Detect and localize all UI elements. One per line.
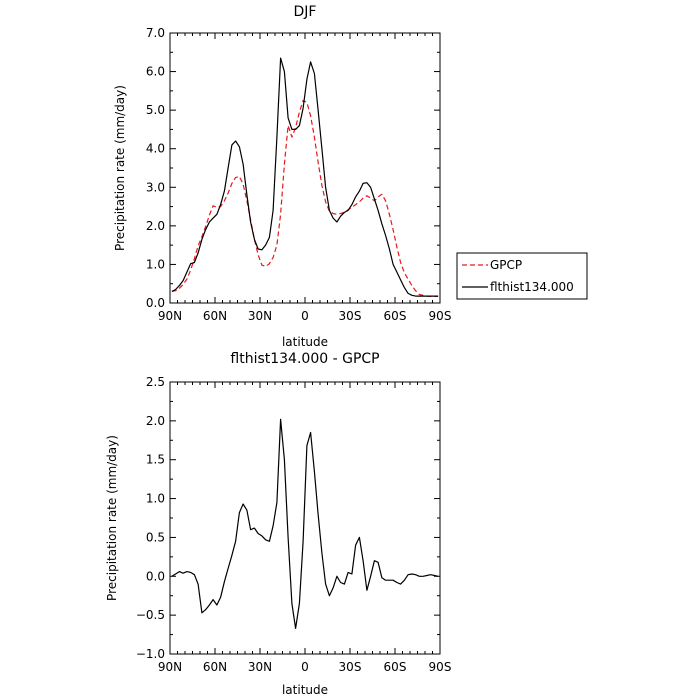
y-tick-label: 2.0 xyxy=(146,414,165,428)
plot-frame xyxy=(169,381,441,655)
chart-title: flthist134.000 - GPCP xyxy=(230,351,379,367)
y-tick-label: 7.0 xyxy=(146,26,165,40)
x-tick-label: 60N xyxy=(203,309,227,323)
x-axis-title: latitude xyxy=(282,335,328,349)
y-tick-label: −0.5 xyxy=(136,608,165,622)
legend-box xyxy=(456,252,588,300)
panel-djf: DJF 0.0 1.0 2.0 3.0 4.0 5.0 6.0 7.0 90N 60N 30N 0 30… xyxy=(113,4,451,349)
x-tick-label: 30N xyxy=(248,660,272,674)
legend: GPCP flthist134.000 xyxy=(456,252,588,300)
series-line-gpcp xyxy=(171,99,439,297)
legend-label-gpcp: GPCP xyxy=(490,258,522,272)
plot-frame xyxy=(169,32,441,304)
y-tick-label: 5.0 xyxy=(146,103,165,117)
x-tick-label: 30S xyxy=(339,660,362,674)
y-tick-label: 0.5 xyxy=(146,530,165,544)
y-tick-label: 6.0 xyxy=(146,65,165,79)
x-tick-label: 90N xyxy=(158,660,182,674)
x-tick-label: 0 xyxy=(301,309,309,323)
y-tick-label: 1.5 xyxy=(146,453,165,467)
x-tick-label: 30S xyxy=(339,309,362,323)
y-tick-label: 0.0 xyxy=(146,296,165,310)
y-tick-label: 2.5 xyxy=(146,375,165,389)
y-tick-label: 3.0 xyxy=(146,180,165,194)
y-tick-label: 2.0 xyxy=(146,219,165,233)
series-line-flthist134-000 xyxy=(171,57,439,297)
series-line-difference xyxy=(171,418,439,630)
y-tick-label: 1.0 xyxy=(146,492,165,506)
x-tick-label: 60N xyxy=(203,660,227,674)
x-tick-label: 90N xyxy=(158,309,182,323)
x-tick-label: 30N xyxy=(248,309,272,323)
y-tick-label: 0.0 xyxy=(146,569,165,583)
x-tick-label: 90S xyxy=(429,309,452,323)
x-tick-label: 60S xyxy=(384,309,407,323)
x-tick-label: 60S xyxy=(384,660,407,674)
x-tick-label: 90S xyxy=(429,660,452,674)
x-tick-label: 0 xyxy=(301,660,309,674)
y-axis-title: Precipitation rate (mm/day) xyxy=(105,435,119,601)
legend-label-model: flthist134.000 xyxy=(490,280,574,294)
y-tick-label: 4.0 xyxy=(146,142,165,156)
y-tick-label: −1.0 xyxy=(136,647,165,661)
x-axis-title: latitude xyxy=(282,683,328,697)
y-axis-title: Precipitation rate (mm/day) xyxy=(113,85,127,251)
chart-title: DJF xyxy=(294,4,317,20)
y-tick-label: 1.0 xyxy=(146,257,165,271)
panel-difference: flthist134.000 - GPCP −1.0 −0.5 0.0 0.5 1.0 1… xyxy=(105,351,451,697)
